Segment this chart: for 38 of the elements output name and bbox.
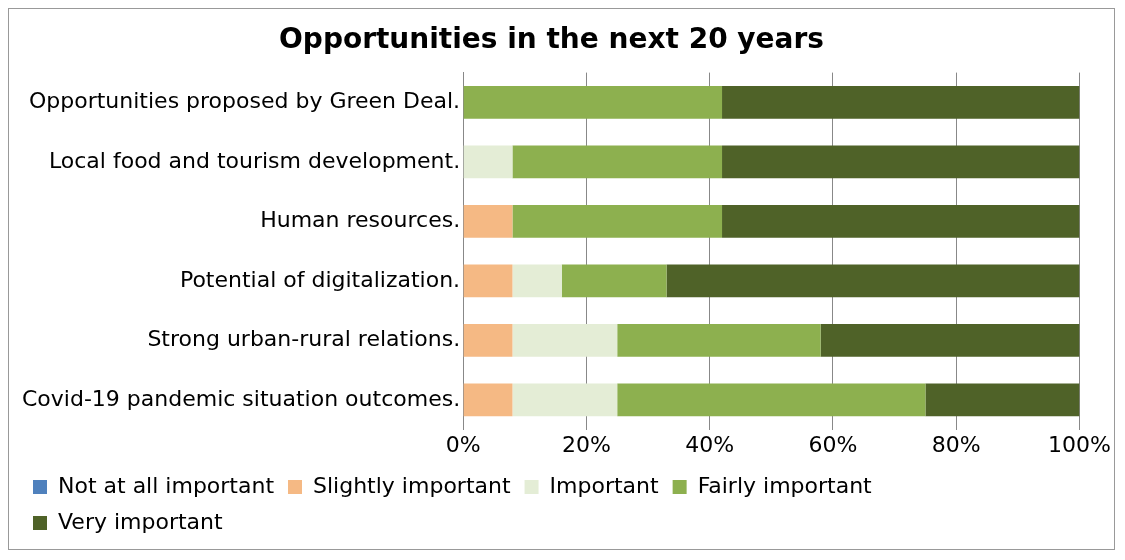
legend-label: Slightly important <box>313 472 511 498</box>
legend-label: Not at all important <box>58 472 275 498</box>
bar <box>925 383 1080 417</box>
bar <box>722 145 1080 179</box>
legend-label: Very important <box>58 508 223 534</box>
y-tick-label: Strong urban-rural relations. <box>147 326 461 352</box>
bar <box>722 204 1080 238</box>
bar <box>463 323 513 357</box>
legend-label: Fairly important <box>697 472 873 498</box>
bar <box>722 85 1080 119</box>
x-tick-label: 0% <box>445 431 481 457</box>
bar <box>512 145 723 179</box>
x-tick-label: 20% <box>561 431 611 457</box>
bar <box>512 264 562 298</box>
bar <box>463 383 513 417</box>
x-tick-label: 60% <box>808 431 858 457</box>
y-tick-label: Opportunities proposed by Green Deal. <box>28 88 461 114</box>
x-tick-label: 80% <box>931 431 981 457</box>
chart-title: Opportunities in the next 20 years <box>279 22 824 56</box>
bar <box>512 204 723 238</box>
bar <box>463 85 723 119</box>
x-tick-label: 40% <box>685 431 735 457</box>
y-tick-label: Human resources. <box>260 207 461 233</box>
legend-label: Important <box>549 472 659 498</box>
bar <box>617 383 926 417</box>
bar <box>617 323 821 357</box>
bar <box>463 145 513 179</box>
bar <box>820 323 1080 357</box>
bar <box>463 204 513 238</box>
bar <box>666 264 1080 298</box>
bar <box>463 264 513 298</box>
bar <box>561 264 667 298</box>
y-tick-label: Potential of digitalization. <box>179 266 461 292</box>
y-tick-label: Local food and tourism development. <box>48 147 461 173</box>
bar <box>512 323 618 357</box>
bar <box>512 383 618 417</box>
y-tick-label: Covid-19 pandemic situation outcomes. <box>21 385 461 411</box>
x-tick-label: 100% <box>1048 431 1112 457</box>
